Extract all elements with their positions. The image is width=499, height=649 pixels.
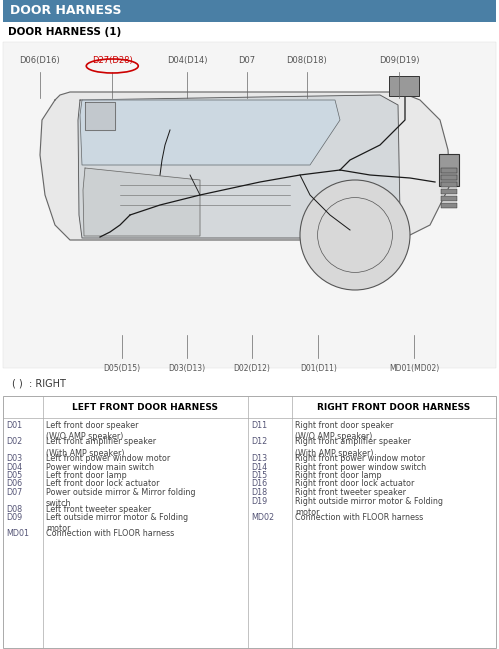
Text: DOOR HARNESS (1): DOOR HARNESS (1) bbox=[8, 27, 121, 37]
Text: D02(D12): D02(D12) bbox=[234, 364, 270, 373]
Text: DOOR HARNESS: DOOR HARNESS bbox=[10, 5, 121, 18]
Text: D03(D13): D03(D13) bbox=[169, 364, 206, 373]
Text: Left front door lock actuator: Left front door lock actuator bbox=[46, 480, 160, 489]
Text: Left outside mirror motor & Folding
motor: Left outside mirror motor & Folding moto… bbox=[46, 513, 188, 533]
Text: D15: D15 bbox=[251, 471, 267, 480]
Text: D05: D05 bbox=[6, 471, 22, 480]
Polygon shape bbox=[40, 92, 450, 240]
Text: Right front amplifier speaker
(With AMP speaker): Right front amplifier speaker (With AMP … bbox=[295, 437, 411, 458]
Text: LEFT FRONT DOOR HARNESS: LEFT FRONT DOOR HARNESS bbox=[72, 402, 219, 411]
Text: Connection with FLOOR harness: Connection with FLOOR harness bbox=[46, 530, 174, 539]
Text: D18: D18 bbox=[251, 488, 267, 497]
Text: D04(D14): D04(D14) bbox=[167, 56, 208, 65]
Text: D08(D18): D08(D18) bbox=[286, 56, 327, 65]
Text: Left front amplifier speaker
(With AMP speaker): Left front amplifier speaker (With AMP s… bbox=[46, 437, 156, 458]
Text: Connection with FLOOR harness: Connection with FLOOR harness bbox=[295, 513, 423, 522]
Text: D01(D11): D01(D11) bbox=[300, 364, 337, 373]
Circle shape bbox=[300, 180, 410, 290]
Text: D02: D02 bbox=[6, 437, 22, 447]
Text: Right front door lock actuator: Right front door lock actuator bbox=[295, 480, 414, 489]
Text: D04: D04 bbox=[6, 463, 22, 472]
Text: D06: D06 bbox=[6, 480, 22, 489]
Polygon shape bbox=[78, 95, 400, 238]
FancyBboxPatch shape bbox=[3, 396, 496, 648]
Text: Right front power window switch: Right front power window switch bbox=[295, 463, 426, 472]
Text: Left front tweeter speaker: Left front tweeter speaker bbox=[46, 504, 151, 513]
Text: Right front power window motor: Right front power window motor bbox=[295, 454, 425, 463]
FancyBboxPatch shape bbox=[441, 175, 457, 180]
Text: D12: D12 bbox=[251, 437, 267, 447]
Text: MD02: MD02 bbox=[251, 513, 274, 522]
Text: D07: D07 bbox=[239, 56, 255, 65]
Text: D09: D09 bbox=[6, 513, 22, 522]
FancyBboxPatch shape bbox=[441, 189, 457, 194]
Text: Right front door lamp: Right front door lamp bbox=[295, 471, 382, 480]
Text: D27(D28): D27(D28) bbox=[92, 56, 133, 65]
Text: Left front door lamp: Left front door lamp bbox=[46, 471, 127, 480]
FancyBboxPatch shape bbox=[3, 0, 496, 22]
Text: D11: D11 bbox=[251, 421, 267, 430]
FancyBboxPatch shape bbox=[3, 42, 496, 368]
FancyBboxPatch shape bbox=[439, 154, 459, 186]
FancyBboxPatch shape bbox=[441, 168, 457, 173]
Text: Right front door speaker
(W/O AMP speaker): Right front door speaker (W/O AMP speake… bbox=[295, 421, 393, 441]
Text: D14: D14 bbox=[251, 463, 267, 472]
Text: D13: D13 bbox=[251, 454, 267, 463]
FancyBboxPatch shape bbox=[441, 182, 457, 187]
Text: Left front power window motor: Left front power window motor bbox=[46, 454, 170, 463]
Text: Left front door speaker
(W/O AMP speaker): Left front door speaker (W/O AMP speaker… bbox=[46, 421, 139, 441]
FancyBboxPatch shape bbox=[389, 76, 419, 96]
Text: RIGHT FRONT DOOR HARNESS: RIGHT FRONT DOOR HARNESS bbox=[317, 402, 471, 411]
FancyBboxPatch shape bbox=[441, 203, 457, 208]
Polygon shape bbox=[80, 100, 340, 165]
Text: Right outside mirror motor & Folding
motor: Right outside mirror motor & Folding mot… bbox=[295, 496, 443, 517]
Text: D16: D16 bbox=[251, 480, 267, 489]
Text: Right front tweeter speaker: Right front tweeter speaker bbox=[295, 488, 406, 497]
Text: ( )  : RIGHT: ( ) : RIGHT bbox=[12, 378, 66, 388]
Text: Power outside mirror & Mirror folding
switch: Power outside mirror & Mirror folding sw… bbox=[46, 488, 196, 508]
Text: D01: D01 bbox=[6, 421, 22, 430]
Text: D07: D07 bbox=[6, 488, 22, 497]
FancyBboxPatch shape bbox=[441, 196, 457, 201]
Text: MD01: MD01 bbox=[6, 530, 29, 539]
Text: D03: D03 bbox=[6, 454, 22, 463]
Polygon shape bbox=[85, 102, 115, 130]
Text: Power window main switch: Power window main switch bbox=[46, 463, 154, 472]
Text: D06(D16): D06(D16) bbox=[19, 56, 60, 65]
Text: D09(D19): D09(D19) bbox=[379, 56, 420, 65]
Text: D08: D08 bbox=[6, 504, 22, 513]
Polygon shape bbox=[83, 168, 200, 236]
Text: MD01(MD02): MD01(MD02) bbox=[389, 364, 439, 373]
Text: D19: D19 bbox=[251, 496, 267, 506]
Text: D05(D15): D05(D15) bbox=[104, 364, 141, 373]
